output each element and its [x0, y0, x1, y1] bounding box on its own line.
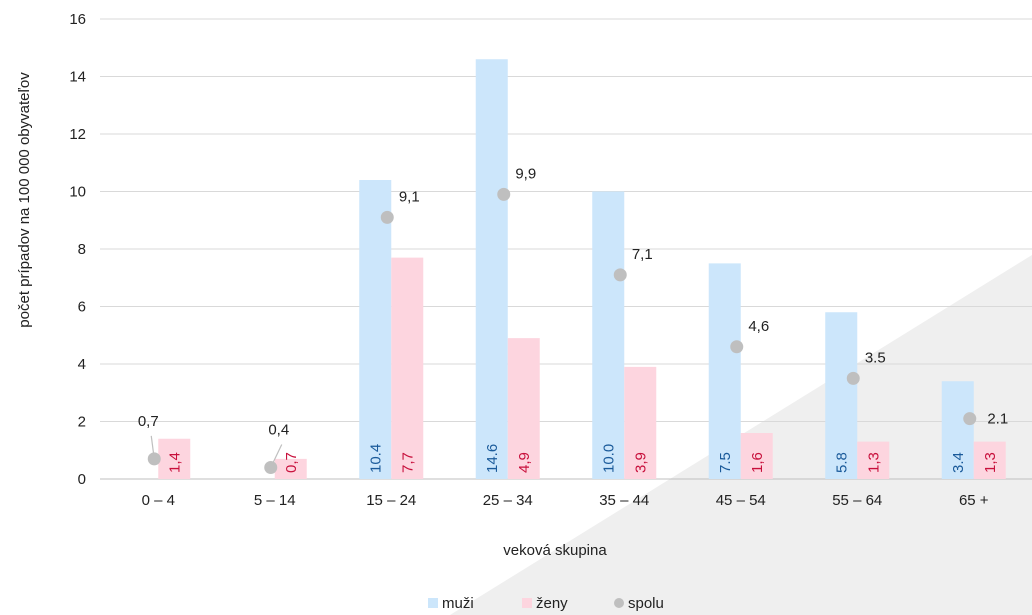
legend-label-muži: muži	[442, 595, 474, 612]
point-data-label: 7,1	[632, 246, 653, 263]
bar-ženy	[274, 458, 307, 479]
legend: muži ženy spolu	[428, 595, 664, 612]
x-tick-label: 0 – 4	[142, 492, 175, 509]
y-tick-label: 4	[78, 356, 86, 373]
point-spolu	[264, 461, 278, 474]
y-tick-label: 6	[78, 299, 86, 316]
y-tick-label: 2	[78, 414, 86, 431]
point-spolu	[963, 412, 977, 426]
bar-data-label: 10.4	[367, 444, 384, 473]
point-data-label: 9,9	[515, 165, 536, 182]
y-tick-label: 8	[78, 241, 86, 258]
bar-muži	[592, 191, 625, 479]
bar-data-label: 7,7	[399, 452, 416, 473]
legend-swatch-ženy	[522, 598, 532, 608]
x-tick-label: 35 – 44	[599, 492, 649, 509]
y-axis-title: počet prípadov na 100 000 obyvateľov	[16, 72, 33, 328]
y-tick-labels: 0 2 4 6 8 10 12 14 16	[69, 11, 86, 488]
bars: 10.4 14.6 10.0 7.5 5.8 3.4 1,4 0,7 7,7 4,9 3,9 1,6 1…	[158, 59, 1006, 479]
point-data-label: 2.1	[987, 411, 1008, 428]
x-tick-label: 55 – 64	[832, 492, 882, 509]
point-data-label: 4,6	[748, 318, 769, 335]
bar-data-label: 1,6	[749, 452, 766, 473]
x-tick-label: 15 – 24	[366, 492, 416, 509]
point-spolu	[147, 452, 161, 466]
bar-ženy	[391, 257, 424, 479]
x-tick-labels: 0 – 4 5 – 14 15 – 24 25 – 34 35 – 44 45 – 54 5…	[142, 492, 989, 509]
bar-data-label: 0,7	[283, 452, 300, 473]
bar-data-label: 4,9	[516, 452, 533, 473]
x-tick-label: 25 – 34	[483, 492, 533, 509]
legend-swatch-muži	[428, 598, 438, 608]
y-tick-label: 16	[69, 11, 86, 28]
bar-data-label: 10.0	[600, 444, 617, 473]
y-tick-label: 12	[69, 126, 86, 143]
point-data-label: 0,4	[268, 422, 289, 439]
bar-data-label: 1,3	[865, 452, 882, 473]
x-axis-title: veková skupina	[503, 542, 607, 559]
bar-data-label: 3,9	[632, 452, 649, 473]
bar-muži	[825, 312, 858, 479]
legend-swatch-spolu	[614, 598, 624, 608]
legend-label-spolu: spolu	[628, 595, 664, 612]
points: 0,7 0,4 9,1 9,9 7,1 4,6 3.5 2.1	[138, 165, 1008, 474]
bar-ženy	[973, 441, 1006, 479]
bar-ženy	[158, 438, 191, 479]
x-tick-label: 5 – 14	[254, 492, 296, 509]
point-data-label: 0,7	[138, 413, 159, 430]
bar-data-label: 7.5	[717, 452, 734, 473]
bar-data-label: 1,3	[982, 452, 999, 473]
bar-muži	[708, 263, 741, 479]
bar-muži	[359, 180, 392, 479]
x-tick-label: 45 – 54	[716, 492, 766, 509]
bar-data-label: 1,4	[166, 452, 183, 473]
x-tick-label: 65 +	[959, 492, 989, 509]
y-tick-label: 10	[69, 184, 86, 201]
bar-ženy	[857, 441, 890, 479]
point-spolu	[497, 187, 511, 201]
legend-label-ženy: ženy	[536, 595, 568, 612]
point-spolu	[730, 340, 744, 354]
point-data-label: 9,1	[399, 188, 420, 205]
point-spolu	[846, 371, 860, 385]
y-tick-label: 0	[78, 471, 86, 488]
bar-muži	[941, 381, 974, 479]
point-spolu	[380, 210, 394, 224]
bar-data-label: 14.6	[484, 444, 501, 473]
bar-muži	[475, 59, 508, 479]
bar-data-label: 5.8	[833, 452, 850, 473]
point-spolu	[613, 268, 627, 282]
bar-ženy	[624, 366, 657, 479]
bar-ženy	[740, 433, 773, 479]
y-tick-label: 14	[69, 69, 86, 86]
bar-ženy	[507, 338, 540, 479]
bar-data-label: 3.4	[950, 452, 967, 473]
point-data-label: 3.5	[865, 349, 886, 366]
